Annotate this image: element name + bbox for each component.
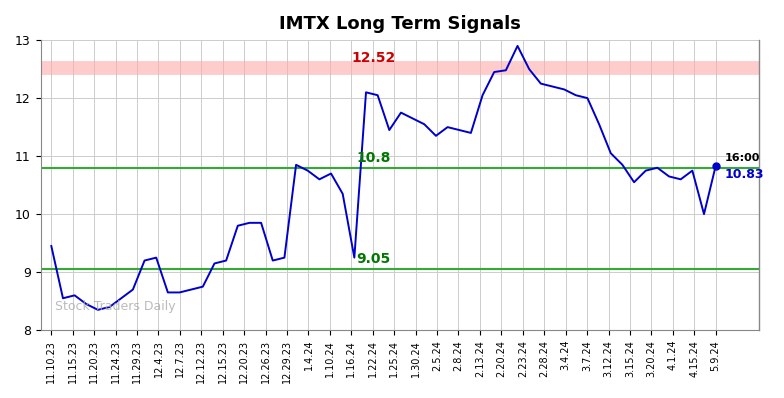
Text: 16:00: 16:00 <box>724 154 760 164</box>
Text: 9.05: 9.05 <box>357 252 390 266</box>
Title: IMTX Long Term Signals: IMTX Long Term Signals <box>278 15 521 33</box>
Text: 10.8: 10.8 <box>357 151 390 165</box>
Text: 12.52: 12.52 <box>351 51 396 65</box>
Text: 10.83: 10.83 <box>724 168 764 181</box>
Text: Stock Traders Daily: Stock Traders Daily <box>55 300 176 313</box>
